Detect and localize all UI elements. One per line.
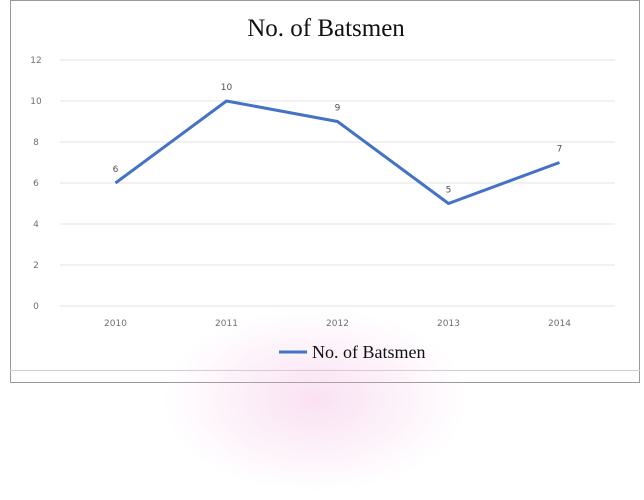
- data-label: 7: [557, 145, 563, 155]
- y-axis-ticks: 0 2 4 6 8 10 12: [30, 56, 42, 312]
- x-tick-label: 2011: [215, 319, 238, 329]
- y-tick-label: 6: [33, 179, 39, 189]
- gridlines: [60, 60, 615, 306]
- x-tick-label: 2012: [326, 319, 349, 329]
- x-tick-label: 2014: [548, 319, 571, 329]
- legend: No. of Batsmen: [279, 342, 425, 362]
- x-tick-label: 2010: [104, 319, 127, 329]
- data-label: 5: [446, 186, 452, 196]
- x-tick-label: 2013: [437, 319, 460, 329]
- data-label: 6: [113, 165, 119, 175]
- chart-title: No. of Batsmen: [247, 15, 405, 42]
- data-labels: 6 10 9 5 7: [113, 83, 563, 196]
- y-tick-label: 8: [33, 138, 39, 148]
- series-group: [115, 101, 559, 204]
- series-line: [116, 101, 560, 204]
- y-tick-label: 12: [30, 56, 41, 66]
- x-axis-ticks: 2010 2011 2012 2013 2014: [104, 319, 571, 329]
- data-label: 10: [221, 83, 233, 93]
- legend-label: No. of Batsmen: [312, 342, 425, 362]
- y-tick-label: 2: [33, 261, 39, 271]
- data-label: 9: [335, 104, 341, 114]
- y-tick-label: 0: [33, 302, 39, 312]
- y-tick-label: 4: [33, 220, 39, 230]
- y-tick-label: 10: [30, 97, 42, 107]
